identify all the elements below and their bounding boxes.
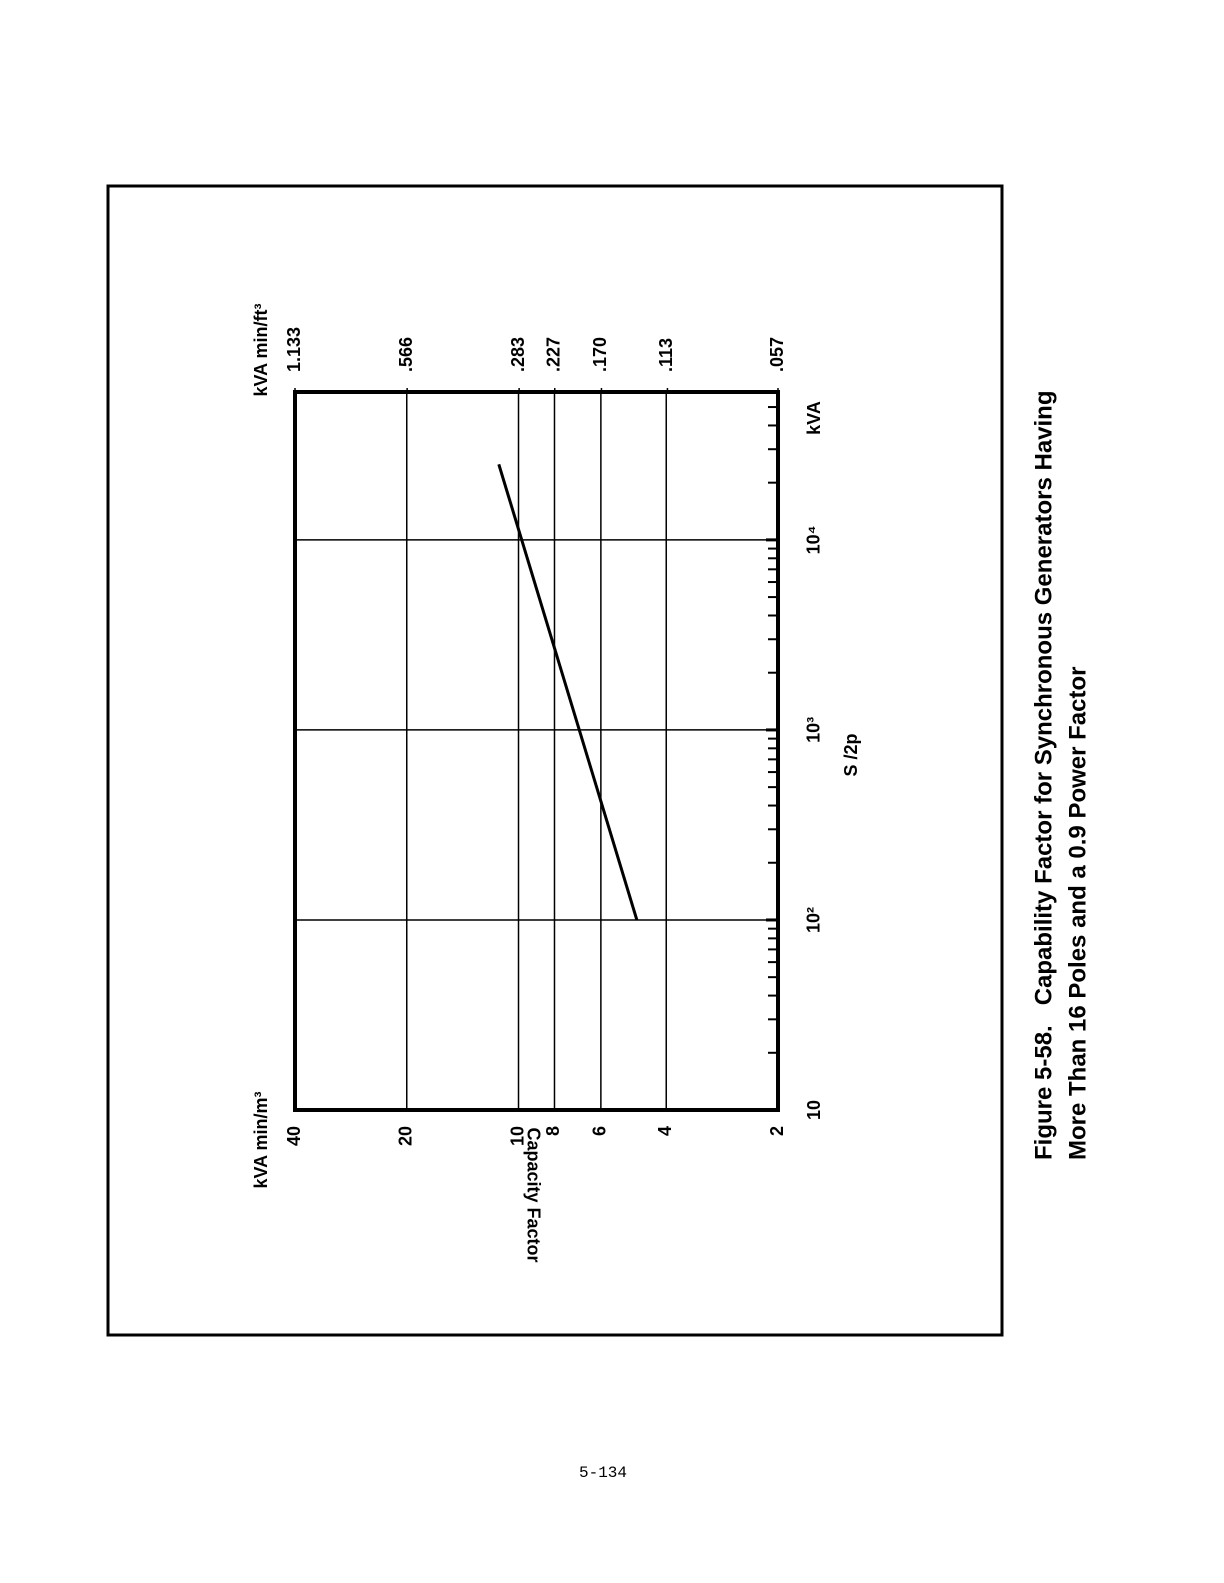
y-axis-title: Capacity Factor (523, 1127, 543, 1262)
caption-line: Figure 5-58. Capability Factor for Synch… (1030, 391, 1057, 1161)
y2-tick-label: .566 (396, 337, 416, 372)
y-tick-label: 40 (284, 1126, 304, 1146)
x-tick-label: 10³ (804, 717, 824, 743)
y-tick-label: 6 (590, 1126, 610, 1136)
y-tick-label: 4 (655, 1126, 675, 1136)
y2-tick-label: 1.133 (284, 327, 304, 372)
y2-tick-label: .227 (543, 337, 563, 372)
y2-tick-label: .113 (656, 338, 676, 372)
y2-unit-label: kVA min/ft³ (251, 303, 271, 396)
caption-line: More Than 16 Poles and a 0.9 Power Facto… (1064, 667, 1091, 1161)
x-tick-label: 10⁴ (804, 525, 824, 554)
y-tick-label: 20 (396, 1126, 416, 1146)
y-tick-label: 10 (507, 1126, 527, 1146)
y-tick-label: 8 (543, 1126, 563, 1136)
data-line (497, 463, 639, 921)
plot-frame (293, 390, 780, 1112)
y2-tick-label: .170 (590, 337, 610, 372)
x-axis-title: S /2p (841, 733, 861, 776)
x-unit-label: kVA (804, 401, 824, 435)
x-tick-label: 10² (804, 907, 824, 933)
y2-tick-label: .283 (508, 337, 528, 372)
figure-frame (106, 184, 1004, 1337)
y-unit-label: kVA min/m³ (251, 1091, 271, 1188)
y2-tick-label: .057 (767, 337, 787, 372)
y-tick-label: 2 (767, 1126, 787, 1136)
page-number: 5-134 (579, 1464, 627, 1482)
x-tick-label: 10 (804, 1100, 824, 1120)
